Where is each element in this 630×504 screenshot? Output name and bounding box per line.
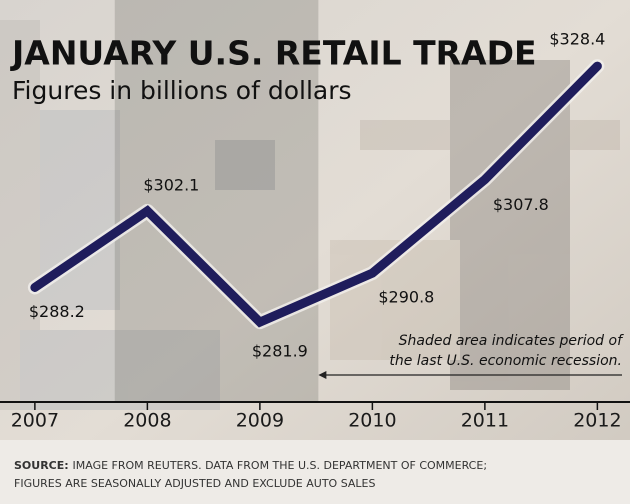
x-tick-label: 2010 bbox=[348, 410, 396, 432]
value-label: $328.4 bbox=[549, 30, 605, 49]
recession-shade bbox=[114, 0, 319, 402]
data-line bbox=[30, 61, 602, 328]
x-tick-label: 2012 bbox=[573, 410, 621, 432]
value-label: $307.8 bbox=[493, 195, 549, 214]
annotation-arrowhead bbox=[318, 371, 327, 379]
annotation: Shaded area indicates period of bbox=[399, 333, 624, 349]
value-label: $302.1 bbox=[143, 175, 199, 194]
source-label: SOURCE: IMAGE FROM REUTERS. DATA FROM TH… bbox=[14, 459, 487, 472]
source-label: SOURCE: bbox=[14, 459, 69, 472]
annotation: the last U.S. economic recession. bbox=[389, 353, 622, 369]
value-label: $281.9 bbox=[252, 342, 308, 361]
x-tick-label: 2011 bbox=[461, 410, 509, 432]
x-tick-label: 2008 bbox=[123, 410, 171, 432]
value-label: $290.8 bbox=[378, 288, 434, 307]
footer-band bbox=[0, 440, 630, 504]
source-text: IMAGE FROM REUTERS. DATA FROM THE U.S. D… bbox=[73, 459, 488, 472]
value-label: $288.2 bbox=[29, 302, 85, 321]
chart-subtitle: Figures in billions of dollars bbox=[12, 76, 352, 105]
chart-title: JANUARY U.S. RETAIL TRADE bbox=[10, 34, 537, 73]
photo-texture bbox=[0, 20, 620, 410]
x-tick-label: 2009 bbox=[236, 410, 284, 432]
source-text: FIGURES ARE SEASONALLY ADJUSTED AND EXCL… bbox=[14, 477, 375, 490]
x-tick-label: 2007 bbox=[11, 410, 59, 432]
